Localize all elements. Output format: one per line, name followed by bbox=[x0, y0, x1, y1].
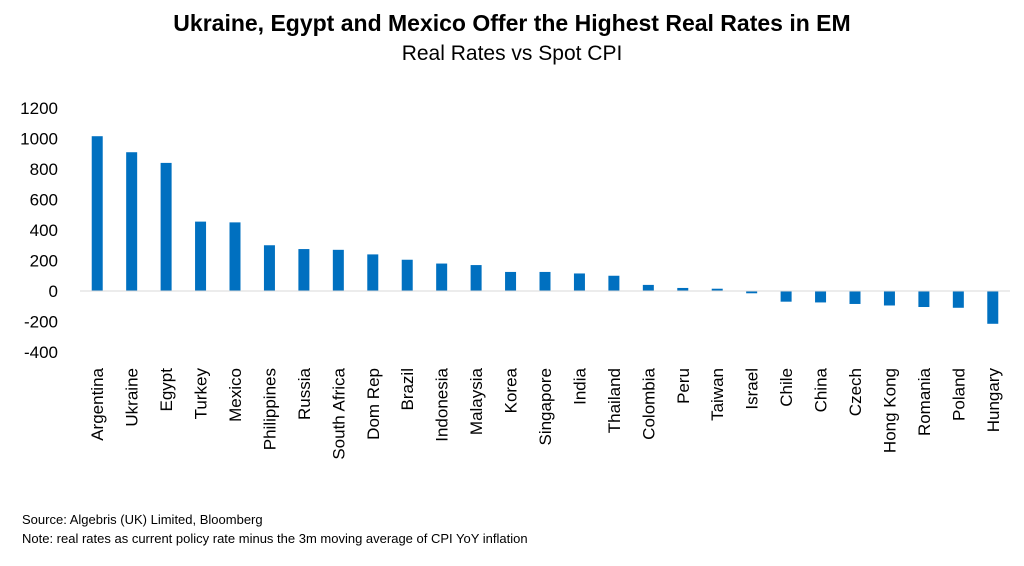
y-tick-label: -400 bbox=[24, 343, 58, 362]
x-tick-label: Thailand bbox=[605, 368, 624, 433]
bar-israel bbox=[746, 291, 758, 294]
y-tick-label: 400 bbox=[30, 221, 58, 240]
bar-taiwan bbox=[711, 288, 723, 291]
bar-peru bbox=[677, 287, 689, 291]
y-axis: -400 -200 0 200 400 600 800 1000 1200 bbox=[20, 99, 58, 362]
x-tick-label: Taiwan bbox=[708, 368, 727, 421]
x-tick-label: Philippines bbox=[260, 368, 279, 450]
x-tick-label: Peru bbox=[674, 368, 693, 404]
x-tick-label: India bbox=[570, 367, 589, 404]
bar-turkey bbox=[195, 221, 207, 291]
bar-singapore bbox=[539, 271, 551, 291]
bar-brazil bbox=[401, 259, 413, 291]
y-tick-label: -200 bbox=[24, 313, 58, 332]
y-tick-label: 1200 bbox=[20, 99, 58, 118]
bar-series bbox=[91, 136, 999, 324]
bar-china bbox=[815, 291, 827, 303]
y-tick-label: 1000 bbox=[20, 130, 58, 149]
x-tick-label: Turkey bbox=[192, 368, 211, 420]
bar-philippines bbox=[263, 245, 275, 291]
source-note: Source: Algebris (UK) Limited, Bloomberg bbox=[22, 512, 263, 527]
bar-thailand bbox=[608, 275, 620, 291]
x-tick-label: China bbox=[812, 367, 831, 412]
x-tick-label: Czech bbox=[846, 368, 865, 416]
y-tick-label: 800 bbox=[30, 160, 58, 179]
methodology-note: Note: real rates as current policy rate … bbox=[22, 531, 528, 546]
x-tick-label: Romania bbox=[915, 367, 934, 436]
bar-czech bbox=[849, 291, 861, 304]
x-tick-label: Colombia bbox=[639, 367, 658, 439]
x-tick-label: Dom Rep bbox=[364, 368, 383, 440]
bar-south-africa bbox=[332, 249, 344, 291]
bar-romania bbox=[918, 291, 930, 308]
bar-korea bbox=[505, 271, 517, 291]
chart-title: Ukraine, Egypt and Mexico Offer the High… bbox=[173, 10, 851, 36]
bar-argentina bbox=[91, 136, 103, 291]
bar-russia bbox=[298, 249, 310, 291]
bar-mexico bbox=[229, 222, 241, 291]
x-tick-label: Ukraine bbox=[123, 368, 142, 427]
x-tick-label: Singapore bbox=[536, 368, 555, 446]
bar-egypt bbox=[160, 162, 172, 291]
bar-colombia bbox=[642, 284, 654, 291]
chart-subtitle: Real Rates vs Spot CPI bbox=[401, 42, 623, 65]
x-tick-label: Argentina bbox=[88, 367, 107, 440]
x-tick-label: Indonesia bbox=[433, 367, 452, 441]
bar-india bbox=[573, 273, 585, 291]
bar-poland bbox=[952, 291, 964, 308]
bar-malaysia bbox=[470, 265, 482, 291]
x-tick-label: Korea bbox=[502, 367, 521, 413]
x-tick-label: Israel bbox=[743, 368, 762, 410]
x-tick-label: Malaysia bbox=[467, 367, 486, 435]
x-axis-labels: Argentina Ukraine Egypt Turkey Mexico Philipp… bbox=[88, 367, 1003, 459]
x-tick-label: Egypt bbox=[157, 368, 176, 412]
y-tick-label: 600 bbox=[30, 191, 58, 210]
x-tick-label: Poland bbox=[949, 368, 968, 421]
bar-hong-kong bbox=[883, 291, 895, 306]
bar-chart: -400 -200 0 200 400 600 800 1000 1200 Argentina U… bbox=[20, 99, 1010, 460]
bar-hungary bbox=[987, 291, 999, 324]
bar-dom-rep bbox=[367, 254, 379, 291]
x-tick-label: Mexico bbox=[226, 368, 245, 422]
x-tick-label: Brazil bbox=[398, 368, 417, 411]
bar-indonesia bbox=[436, 263, 448, 291]
bar-chile bbox=[780, 291, 792, 302]
y-tick-label: 0 bbox=[49, 282, 58, 301]
x-tick-label: Chile bbox=[777, 368, 796, 407]
x-tick-label: Hong Kong bbox=[880, 368, 899, 453]
x-tick-label: Hungary bbox=[984, 368, 1003, 433]
bar-ukraine bbox=[126, 152, 138, 291]
x-tick-label: Russia bbox=[295, 367, 314, 420]
x-tick-label: South Africa bbox=[329, 367, 348, 459]
y-tick-label: 200 bbox=[30, 252, 58, 271]
